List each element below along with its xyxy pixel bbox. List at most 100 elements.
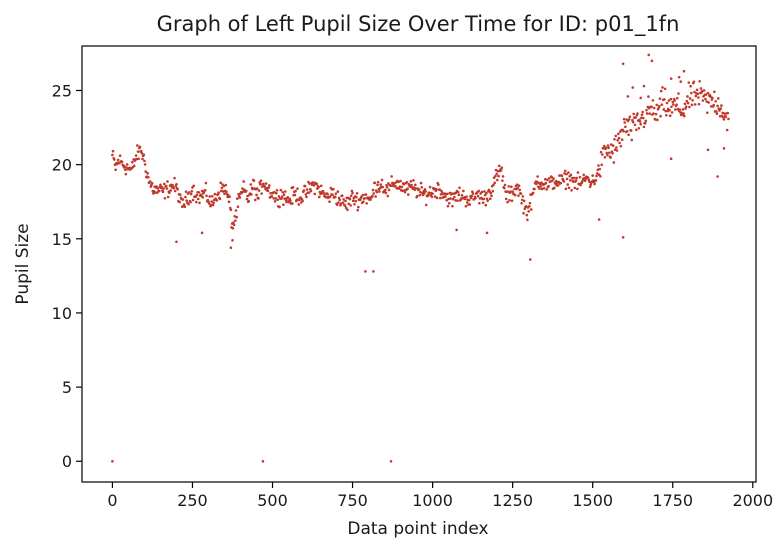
data-point — [326, 192, 329, 196]
data-point — [364, 270, 367, 273]
data-point — [663, 87, 667, 91]
data-point — [687, 81, 691, 84]
data-point — [159, 183, 162, 187]
data-point — [371, 188, 375, 192]
data-point — [510, 185, 513, 189]
data-point — [494, 174, 497, 178]
data-point — [284, 198, 288, 202]
data-point — [222, 184, 226, 188]
data-point — [146, 176, 150, 179]
data-point — [661, 86, 664, 89]
data-point — [398, 187, 401, 190]
data-point — [260, 192, 263, 195]
data-point — [390, 175, 393, 178]
data-point — [294, 189, 297, 193]
data-point — [677, 92, 680, 95]
data-point — [275, 191, 278, 195]
data-point — [355, 192, 359, 195]
data-point — [513, 187, 516, 191]
data-point — [234, 209, 238, 212]
data-point — [261, 459, 265, 463]
data-point — [711, 96, 714, 100]
data-point — [589, 183, 593, 186]
data-point — [346, 208, 349, 212]
data-point — [184, 190, 188, 193]
data-point — [447, 201, 451, 205]
data-point — [277, 195, 281, 198]
data-point — [586, 176, 590, 180]
data-point — [165, 187, 169, 190]
data-point — [565, 177, 569, 181]
data-point — [660, 103, 664, 106]
data-point — [567, 171, 570, 174]
data-point — [686, 95, 689, 98]
data-point — [495, 172, 498, 176]
data-point — [624, 125, 627, 129]
data-point — [405, 180, 409, 184]
data-point — [692, 80, 696, 84]
data-point — [376, 180, 380, 184]
data-point — [201, 196, 205, 199]
data-point — [627, 118, 631, 121]
data-point — [564, 187, 568, 191]
data-point — [658, 97, 662, 100]
data-point — [701, 99, 705, 102]
data-point — [369, 198, 372, 201]
data-point — [398, 185, 402, 188]
data-point — [625, 129, 629, 133]
data-point — [244, 189, 248, 193]
data-point — [363, 197, 367, 200]
data-point — [410, 183, 413, 187]
data-point — [200, 189, 204, 193]
data-point — [579, 183, 582, 187]
data-point — [601, 153, 604, 156]
data-point — [568, 178, 572, 182]
data-point — [501, 179, 504, 182]
data-point — [282, 203, 285, 207]
data-point — [234, 219, 237, 222]
data-point — [503, 186, 506, 190]
data-point — [674, 108, 677, 111]
y-tick-label: 20 — [52, 156, 72, 175]
data-point — [631, 86, 635, 89]
data-point — [146, 172, 149, 175]
data-point — [682, 69, 686, 73]
data-point — [157, 189, 161, 193]
data-point — [394, 185, 397, 188]
data-point — [376, 183, 379, 187]
data-point — [522, 199, 526, 203]
data-point — [335, 203, 339, 207]
data-point — [643, 121, 647, 125]
data-point — [477, 189, 481, 193]
data-point — [629, 129, 633, 132]
data-point — [161, 190, 165, 194]
data-point — [141, 157, 144, 161]
data-point — [130, 160, 134, 164]
data-point — [424, 203, 428, 207]
data-point — [198, 201, 201, 205]
data-point — [688, 105, 691, 109]
data-point — [308, 182, 311, 185]
data-point — [280, 195, 284, 198]
data-point — [678, 108, 682, 112]
data-point — [203, 188, 207, 192]
data-point — [229, 246, 233, 249]
data-point — [722, 118, 726, 121]
data-point — [342, 198, 345, 201]
data-point — [483, 193, 487, 197]
data-point — [312, 183, 316, 187]
data-point — [578, 175, 582, 179]
data-point — [351, 191, 354, 195]
data-point — [185, 199, 188, 202]
data-point — [353, 202, 356, 206]
data-point — [162, 187, 165, 190]
data-point — [113, 158, 116, 161]
data-point — [423, 188, 427, 191]
data-point — [172, 186, 176, 190]
data-point — [241, 190, 245, 193]
data-point — [323, 192, 327, 195]
x-tick-label: 1750 — [652, 491, 693, 510]
data-point — [617, 132, 620, 136]
data-point — [446, 192, 449, 196]
data-point — [220, 186, 224, 190]
